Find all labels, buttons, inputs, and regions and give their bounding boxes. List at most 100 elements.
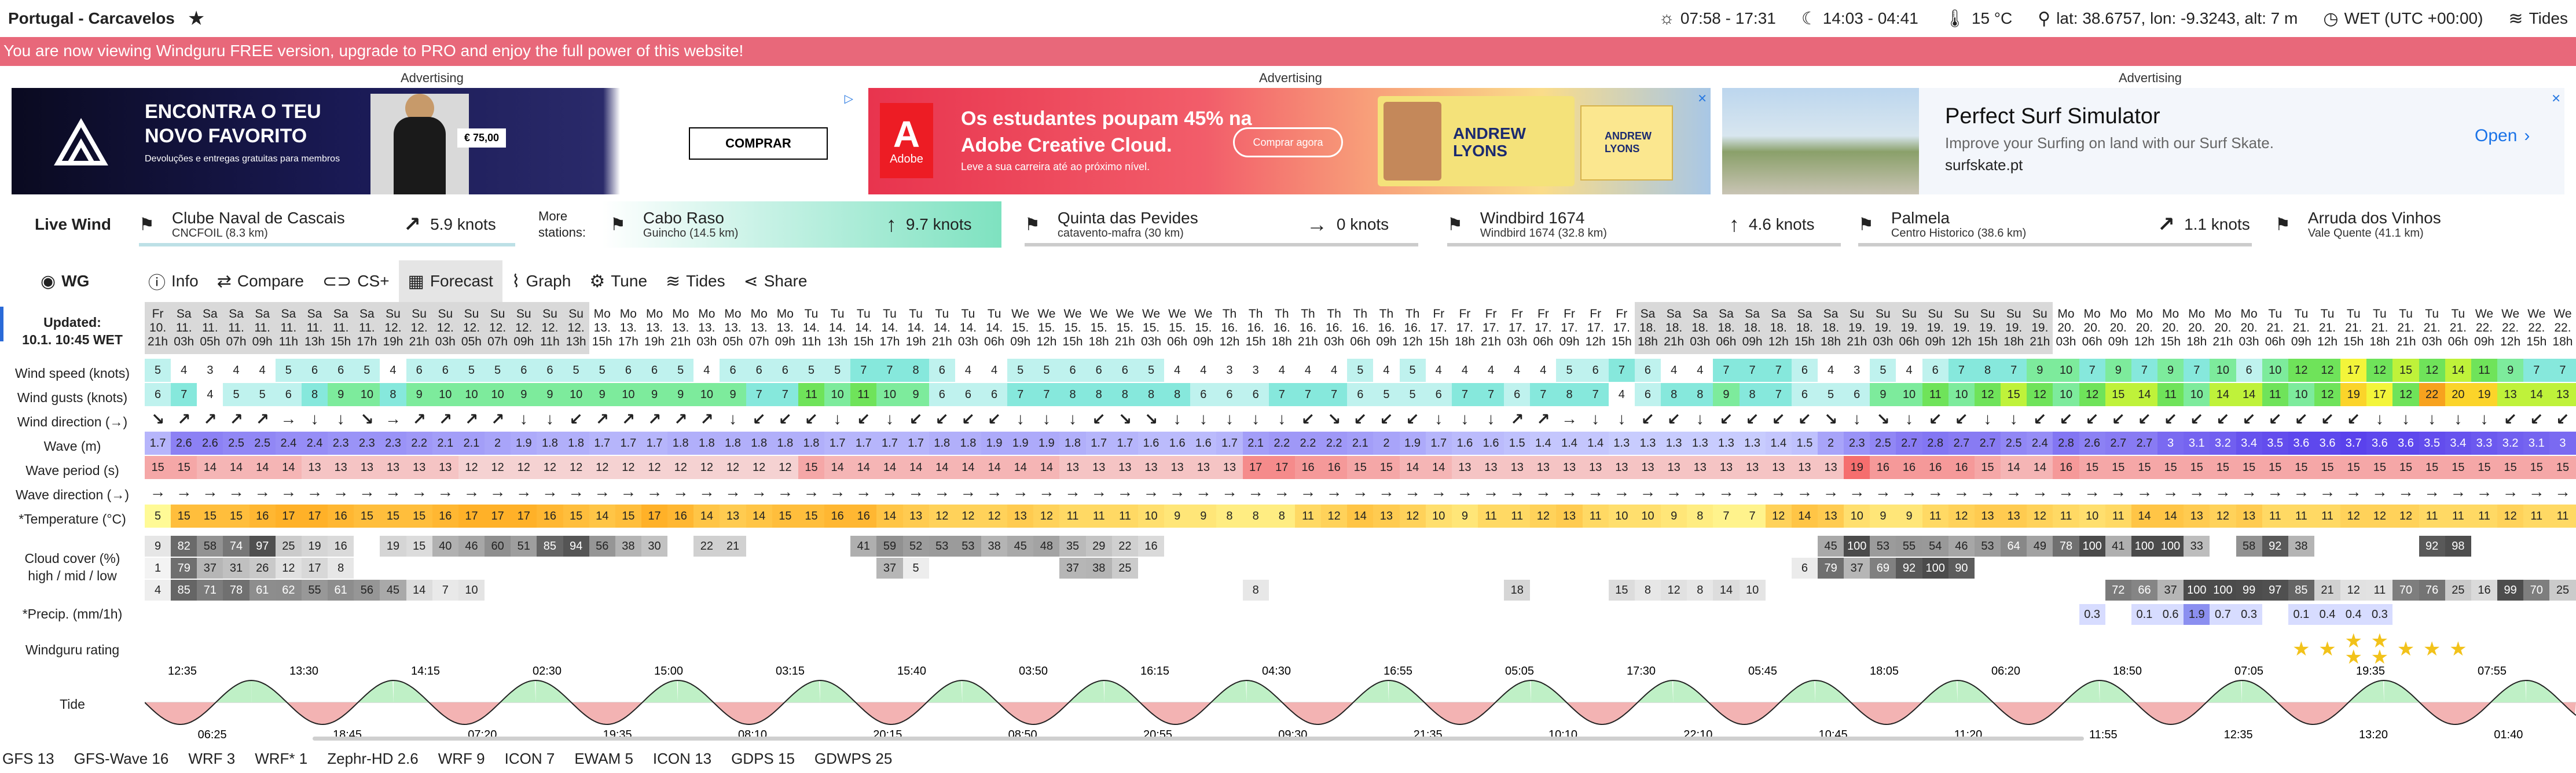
tab-forecast[interactable]: ▦ Forecast: [398, 260, 502, 302]
precip-cell: [354, 604, 380, 625]
header-dates: 11.: [202, 321, 218, 334]
header-hours: 21h: [1847, 335, 1867, 348]
tab-tides[interactable]: ≋ Tides: [656, 260, 735, 302]
temperature-cell: 10: [1844, 505, 1870, 528]
header-days: Sa: [229, 307, 244, 321]
wave-dir-arrow-icon: →: [2502, 483, 2519, 500]
header-hours: 06h: [984, 335, 1005, 348]
wind-gusts-cell: 8: [1137, 383, 1165, 406]
temperature-cell: 16: [249, 505, 276, 528]
cloud-high-cell: [1713, 536, 1739, 557]
precip-cell: [1740, 604, 1766, 625]
time-header-cell: We 22. 18h: [2549, 302, 2575, 354]
wave-period-cell: 15: [2392, 456, 2419, 479]
header-hours: 18h: [1454, 335, 1475, 348]
station-item[interactable]: ⚑ Palmela Centro Historico (38.6 km) ↗ 1.1…: [1858, 201, 2275, 248]
wg-logo-icon: ◉: [41, 271, 56, 291]
tab-share[interactable]: ⋖ Share: [735, 260, 817, 302]
wind-dir-arrow-icon: ↙: [2216, 410, 2230, 428]
ad-surfskate[interactable]: Perfect Surf Simulator Improve your Surf…: [1722, 88, 2564, 194]
header-days: Sa: [203, 307, 218, 321]
ad-close-icon[interactable]: ✕: [2551, 93, 2561, 105]
tab-tune[interactable]: ⚙ Tune: [580, 260, 656, 302]
header-days: Mo: [2083, 307, 2101, 321]
tab-graph[interactable]: ⌇ Graph: [502, 260, 580, 302]
header-dates: 18.: [1796, 321, 1814, 334]
model-item[interactable]: GFS 13: [2, 750, 54, 767]
wind-speed-cell: 4: [1425, 359, 1452, 382]
wave-dir-arrow-icon: →: [855, 483, 872, 500]
wave-period-cell: 13: [1111, 456, 1138, 479]
pro-banner[interactable]: You are now viewing Windguru FREE versio…: [0, 37, 2576, 66]
rating-cell: [223, 632, 249, 667]
precip-cell: [824, 604, 850, 625]
wave-period-cell: 12: [537, 456, 563, 479]
adidas-logo-icon: [54, 117, 108, 165]
wave-period-cell: 17: [1242, 456, 1269, 479]
model-item[interactable]: GDPS 15: [731, 750, 795, 767]
tide-high-time: 04:30: [1262, 667, 1291, 678]
tab-info[interactable]: ⓘ Info: [139, 260, 208, 302]
station-item[interactable]: ⚑ Arruda dos Vinhos Vale Quente (41.1 km): [2275, 201, 2495, 248]
rating-cell: [955, 632, 981, 667]
time-header-cell: Th 16. 06h: [1347, 302, 1373, 354]
tide-high-area: [2384, 680, 2527, 702]
header-dates: 17.: [1509, 321, 1526, 334]
precip-cell: [876, 604, 902, 625]
wind-dir-arrow-icon: ↓: [519, 410, 528, 428]
model-item[interactable]: WRF 9: [438, 750, 485, 767]
ad-buy-button[interactable]: COMPRAR: [689, 127, 828, 160]
header-dates: 21.: [2371, 321, 2388, 334]
wind-dir-arrow-icon: ↓: [1617, 410, 1626, 428]
cloud-low-cell: [615, 580, 641, 601]
wg-logo[interactable]: ◉ WG: [0, 260, 139, 302]
temperature-cell: 12: [1530, 505, 1557, 528]
wind-speed-cell: 12: [2366, 359, 2393, 382]
tides-link[interactable]: ≋ Tides: [2508, 9, 2568, 29]
model-item[interactable]: EWAM 5: [574, 750, 633, 767]
model-item[interactable]: ICON 13: [652, 750, 712, 767]
cloud-mid-cell: 69: [1870, 558, 1896, 579]
wave-row: 1.7 2.6 2.6 2.5 2.5 2.4 2.4 2.3 2.3 2.3 2.2 2.1 2.1 2…: [145, 432, 2576, 455]
temperature-cell: 12: [1321, 505, 1348, 528]
model-item[interactable]: GDWPS 25: [814, 750, 893, 767]
ad-info-icon[interactable]: ▷: [844, 93, 853, 105]
time-header-cell: Sa 18. 12h: [1765, 302, 1792, 354]
header-hours: 11h: [278, 335, 299, 348]
header-hours: 15h: [592, 335, 612, 348]
header-dates: 15.: [1090, 321, 1107, 334]
header-days: Mo: [2162, 307, 2179, 321]
tab-cs-plus[interactable]: ⊂⊃ CS+: [313, 260, 399, 302]
wind-speed-cell: 9: [2497, 359, 2524, 382]
horizontal-scrollbar[interactable]: [313, 737, 2084, 741]
header-hours: 21h: [1114, 335, 1135, 348]
station-item[interactable]: ⚑ Cabo Raso Guincho (14.5 km) ↑ 9.7 knots: [602, 201, 1001, 248]
ad-close-icon[interactable]: ✕: [1697, 93, 1707, 105]
tab-compare[interactable]: ⇄ Compare: [208, 260, 313, 302]
station-item[interactable]: ⚑ Windbird 1674 Windbird 1674 (32.8 km) ↑…: [1447, 201, 1858, 248]
header-days: Tu: [2294, 307, 2309, 321]
model-item[interactable]: GFS-Wave 16: [74, 750, 169, 767]
model-item[interactable]: Zephr-HD 2.6: [327, 750, 419, 767]
more-stations-label[interactable]: More stations:: [538, 209, 586, 240]
wind-gusts-cell: 7: [1033, 383, 1060, 406]
wind-speed-cell: 4: [223, 359, 249, 382]
favorite-star-icon[interactable]: ★: [187, 8, 206, 30]
wind-speed-cell: 7: [2523, 359, 2550, 382]
ad-buy-button[interactable]: Comprar agora: [1233, 127, 1343, 157]
wave-dir-arrow-icon: →: [1065, 483, 1081, 500]
station-item[interactable]: ⚑ Quinta das Pevides catavento-mafra (30 …: [1025, 201, 1447, 248]
star-icon: ★: [2423, 638, 2441, 660]
cloud-high-cell: [1269, 536, 1295, 557]
tide-high-time: 15:40: [897, 667, 926, 678]
model-item[interactable]: ICON 7: [504, 750, 555, 767]
station-item[interactable]: ⚑ Clube Naval de Cascais CNCFOIL (8.3 km)…: [139, 201, 538, 248]
cloud-high-cell: 16: [328, 536, 354, 557]
precip-cell: [2027, 604, 2053, 625]
model-item[interactable]: WRF 3: [188, 750, 236, 767]
cloud-mid-cell: [1661, 558, 1687, 579]
ad-open-button[interactable]: Open ›: [2475, 126, 2530, 146]
model-item[interactable]: WRF* 1: [255, 750, 308, 767]
ad-adidas[interactable]: ENCONTRA O TEU NOVO FAVORITO Devoluções …: [12, 88, 857, 194]
ad-adobe[interactable]: A Adobe Os estudantes poupam 45% na Adobe…: [868, 88, 1711, 194]
